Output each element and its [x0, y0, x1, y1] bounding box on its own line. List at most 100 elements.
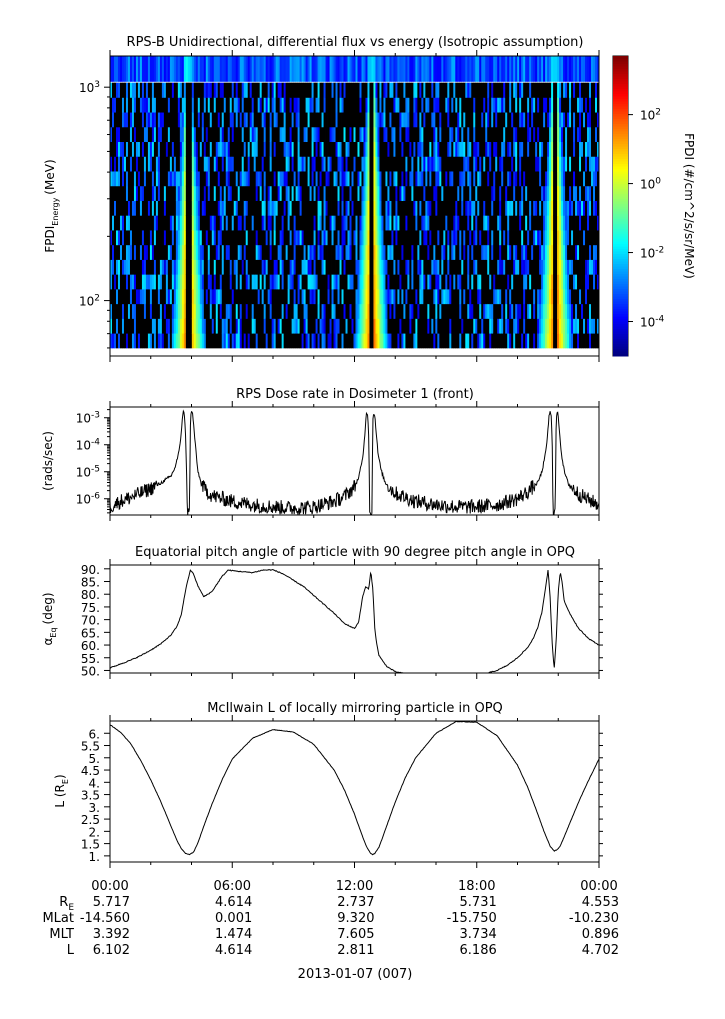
spectrogram-cell — [143, 185, 147, 201]
spectrogram-cell — [195, 303, 199, 319]
spectrogram-cell — [403, 126, 406, 143]
spectrogram-cell — [467, 215, 470, 231]
spectrogram-cell — [245, 318, 249, 334]
spectrogram-cell — [137, 274, 141, 290]
spectrogram-cell — [319, 274, 322, 290]
spectrogram-cell — [459, 244, 462, 260]
spectrogram-cell — [197, 200, 201, 216]
spectrogram-cell — [265, 171, 269, 187]
spectrogram-cell — [287, 230, 291, 246]
spectrogram-cell — [271, 215, 275, 231]
spectrogram-cell — [335, 318, 338, 334]
spectrogram-cell — [373, 333, 376, 349]
spectrogram-cell — [351, 56, 354, 82]
spectrogram-cell — [157, 200, 161, 216]
spectrogram-cell — [197, 288, 201, 305]
spectrogram-cell — [149, 56, 153, 82]
spectrogram-cell — [265, 126, 269, 143]
spectrogram-cell — [153, 318, 157, 334]
spectrogram-cell — [331, 156, 334, 172]
spectrogram-cell — [295, 333, 299, 349]
spectrogram-cell — [303, 244, 306, 260]
spectrogram-cell — [505, 333, 508, 349]
spectrogram-cell — [565, 82, 568, 98]
spectrogram-cell — [499, 288, 502, 305]
spectrogram-cell — [457, 333, 460, 349]
spectrogram-cell — [345, 112, 348, 128]
spectrogram-cell — [593, 333, 596, 349]
spectrogram-cell — [249, 141, 253, 157]
spectrogram-cell — [333, 230, 336, 246]
spectrogram-cell — [309, 318, 312, 334]
spectrogram-cell — [129, 82, 133, 98]
spectrogram-cell — [361, 156, 364, 172]
spectrogram-cell — [247, 156, 251, 172]
spectrogram-cell — [391, 333, 394, 349]
spectrogram-cell — [201, 244, 205, 260]
spectrogram-cell — [279, 112, 283, 128]
spectrogram-cell — [110, 230, 113, 246]
spectrogram-cell — [295, 141, 299, 157]
spectrogram-cell — [497, 259, 500, 275]
spectrogram-cell — [389, 215, 392, 231]
dose-rate-frame — [109, 406, 600, 516]
spectrogram-cell — [581, 126, 584, 143]
spectrogram-cell — [539, 303, 542, 319]
spectrogram-cell — [423, 126, 426, 143]
spectrogram-cell — [593, 82, 596, 98]
spectrogram-cell — [287, 156, 291, 172]
spectrogram-cell — [505, 126, 508, 143]
spectrogram-cell — [379, 156, 382, 172]
spectrogram-cell — [595, 141, 598, 157]
spectrogram-cell — [112, 112, 115, 128]
spectrogram-cell — [295, 244, 299, 260]
spectrogram-cell — [135, 318, 139, 334]
spectrogram-cell — [205, 259, 209, 275]
spectrogram-cell — [345, 259, 348, 275]
spectrogram-cell — [183, 112, 187, 128]
spectrogram-cell — [403, 333, 406, 349]
spectrogram-cell — [203, 333, 207, 349]
spectrogram-cell — [505, 303, 508, 319]
spectrogram-cell — [529, 303, 532, 319]
colorbar-swatch — [613, 161, 628, 164]
spectrogram-cell — [277, 230, 281, 246]
spectrogram-cell — [507, 318, 510, 334]
spectrogram-cell — [447, 82, 450, 98]
spectrogram-cell — [435, 318, 438, 334]
spectrogram-cell — [569, 97, 572, 113]
spectrogram-cell — [489, 244, 492, 260]
spectrogram-cell — [403, 200, 406, 216]
spectrogram-cell — [263, 171, 267, 187]
spectrogram-cell — [239, 274, 243, 290]
spectrogram-cell — [237, 274, 241, 290]
spectrogram-cell — [131, 200, 135, 216]
spectrogram-cell — [125, 171, 129, 187]
spectrogram-cell — [161, 200, 165, 216]
spectrogram-cell — [127, 333, 131, 349]
spectrogram-cell — [405, 215, 408, 231]
spectrogram-cell — [515, 288, 518, 305]
spectrogram-cell — [165, 244, 169, 260]
spectrogram-cell — [205, 215, 209, 231]
spectrogram-cell — [327, 82, 330, 98]
spectrogram-cell — [323, 171, 326, 187]
spectrogram-cell — [423, 274, 426, 290]
dose-rate-panel: RPS Dose rate in Dosimeter 1 (front) 10-… — [41, 387, 600, 521]
spectrogram-cell — [255, 171, 259, 187]
spectrogram-cell — [393, 230, 396, 246]
spectrogram-cell — [197, 97, 201, 113]
spectrogram-cell — [545, 318, 548, 334]
spectrogram-cell — [245, 156, 249, 172]
spectrogram-cell — [183, 126, 187, 143]
spectrogram-cell — [483, 274, 486, 290]
spectrogram-cell — [337, 156, 340, 172]
spectrogram-cell — [565, 318, 568, 334]
spectrogram-cell — [309, 126, 312, 143]
spectrogram-cell — [417, 230, 420, 246]
spectrogram-cell — [533, 56, 536, 82]
spectrogram-cell — [565, 185, 568, 201]
spectrogram-cell — [369, 318, 372, 334]
spectrogram-cell — [527, 318, 530, 334]
spectrogram-cell — [509, 230, 512, 246]
